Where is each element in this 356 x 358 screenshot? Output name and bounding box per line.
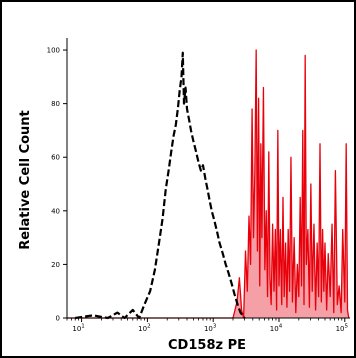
y-tick-label: 20 [51,261,60,269]
y-tick-label: 80 [51,100,60,108]
x-axis-title: CD158z PE [168,338,246,353]
plot-area [67,49,350,320]
y-tick-label: 0 [56,315,60,323]
y-tick-label: 40 [51,207,60,215]
x-tick-label: 102 [138,324,150,334]
x-tick-label: 101 [72,324,84,334]
axes: 0 20 40 60 80 100 101 102 103 104 105 [47,38,350,333]
series-1-line [67,49,350,319]
series-0-line [75,51,246,320]
x-tick-label: 105 [336,324,349,334]
y-tick-label: 60 [51,154,60,162]
x-tick-label: 104 [270,324,283,334]
y-tick-label: 100 [47,47,60,55]
histogram-chart: 0 20 40 60 80 100 101 102 103 104 105 CD158z PE Re… [18,38,350,353]
x-tick-label: 103 [204,324,217,334]
y-axis-title: Relative Cell Count [18,110,33,250]
